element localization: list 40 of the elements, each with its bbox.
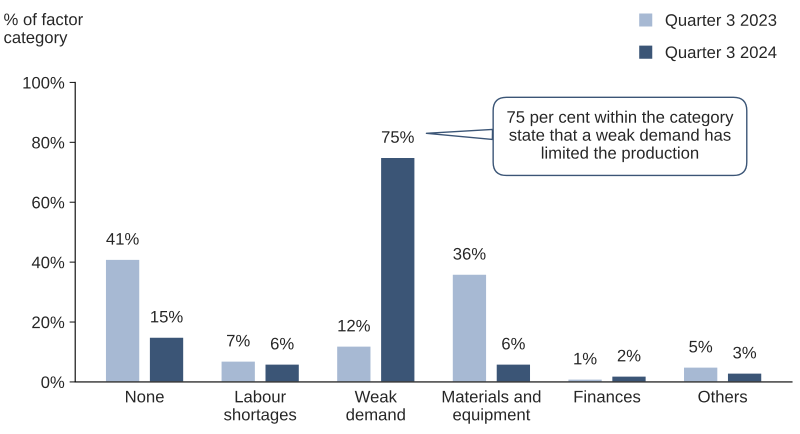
- bar: [220, 360, 256, 382]
- bar: [380, 156, 416, 382]
- bar: [682, 366, 719, 382]
- data-label: 75%: [382, 131, 414, 143]
- legend-label: Quarter 3 2024: [666, 46, 777, 62]
- x-tick-label: Materials and equipment: [442, 390, 540, 424]
- bar: [264, 363, 300, 382]
- y-tick-label: 60%: [32, 196, 64, 208]
- data-label: 6%: [270, 338, 294, 350]
- bar: [148, 336, 185, 382]
- data-label: 15%: [151, 310, 183, 323]
- x-tick-label: None: [126, 390, 164, 402]
- data-label: 12%: [338, 320, 370, 332]
- bar: [451, 273, 488, 382]
- x-tick-label: Labour shortages: [224, 390, 296, 424]
- bar: [336, 345, 372, 382]
- bar: [726, 372, 763, 382]
- y-tick-label: 100%: [23, 76, 64, 89]
- data-label: 6%: [502, 338, 525, 350]
- data-label: 36%: [453, 248, 486, 260]
- data-label: 41%: [106, 233, 139, 245]
- y-tick-label: 80%: [32, 136, 64, 149]
- x-tick-label: Weak demand: [346, 390, 405, 420]
- y-tick-label: 20%: [32, 316, 64, 328]
- y-tick-label: 40%: [32, 256, 64, 268]
- data-label: 1%: [574, 352, 597, 364]
- legend-label: Quarter 3 2023: [666, 14, 776, 29]
- data-label: 2%: [618, 350, 640, 362]
- x-tick-label: Others: [698, 390, 748, 402]
- data-label: 5%: [689, 340, 712, 353]
- bar: [610, 375, 648, 382]
- data-label: 3%: [733, 346, 756, 359]
- y-axis-title: % of factor category: [4, 13, 83, 47]
- data-label: 7%: [227, 334, 250, 346]
- annotation: 75 per cent within the category state that a weak demand has limited the production: [507, 110, 734, 162]
- x-tick-label: Finances: [574, 390, 640, 402]
- y-tick-label: 0%: [41, 376, 64, 388]
- bar: [104, 258, 141, 382]
- bar: [567, 378, 604, 382]
- bar: [495, 363, 532, 382]
